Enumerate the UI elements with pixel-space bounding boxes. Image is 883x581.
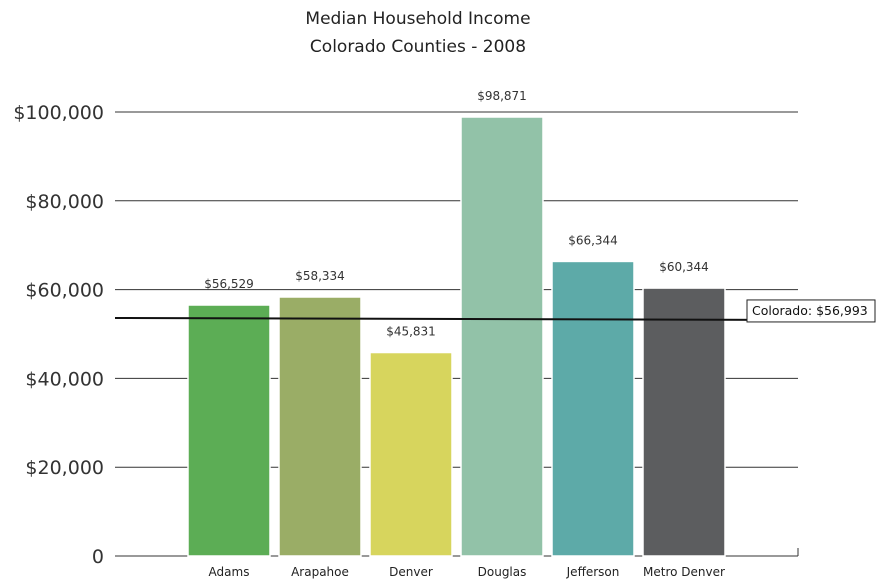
x-axis-ticks: Adams Arapahoe Denver Douglas Jefferson Metro… xyxy=(209,565,725,579)
x-tick-label: Douglas xyxy=(478,565,527,579)
reference-label: Colorado: $56,993 xyxy=(752,303,868,318)
reference-line-group: Colorado: $56,993 xyxy=(114,299,876,323)
x-tick-label: Metro Denver xyxy=(643,565,725,579)
y-tick-label: 0 xyxy=(92,546,104,568)
bar-jefferson xyxy=(551,260,635,557)
data-labels: $56,529 $58,334 $45,831 $98,871 $66,344 $60,3… xyxy=(204,89,709,338)
reference-line xyxy=(114,316,811,321)
bar-douglas xyxy=(460,116,544,557)
y-tick-label: $60,000 xyxy=(25,280,104,302)
data-label: $66,344 xyxy=(568,233,618,247)
y-tick-label: $100,000 xyxy=(13,102,104,124)
data-label: $98,871 xyxy=(477,89,527,103)
data-label: $60,344 xyxy=(659,260,709,274)
x-tick-label: Arapahoe xyxy=(291,565,349,579)
reference-label-box xyxy=(746,299,876,323)
x-tick-label: Adams xyxy=(209,565,250,579)
data-label: $58,334 xyxy=(295,269,345,283)
x-tick-label: Jefferson xyxy=(566,565,620,579)
bar-denver xyxy=(369,351,453,557)
bar-adams xyxy=(187,304,271,557)
chart-title: Median Household Income xyxy=(305,9,530,29)
bar-metro-denver xyxy=(642,287,726,557)
data-label: $45,831 xyxy=(386,325,436,339)
y-tick-label: $80,000 xyxy=(25,191,104,213)
bars xyxy=(187,116,726,557)
data-label: $56,529 xyxy=(204,277,254,291)
chart-subtitle: Colorado Counties - 2008 xyxy=(310,37,526,57)
y-tick-label: $40,000 xyxy=(25,368,104,390)
x-tick-label: Denver xyxy=(389,565,433,579)
y-tick-label: $20,000 xyxy=(25,457,104,479)
y-axis-ticks: 0 $20,000 $40,000 $60,000 $80,000 $100,000 xyxy=(13,102,104,568)
bar-arapahoe xyxy=(278,296,362,557)
